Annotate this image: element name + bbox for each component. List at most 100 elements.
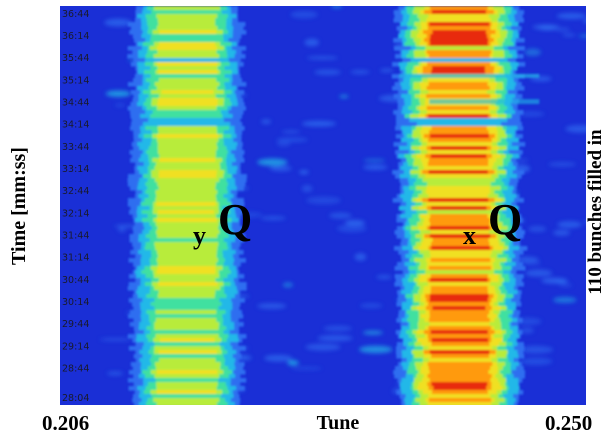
band-cell bbox=[430, 214, 488, 219]
annotation-qx: Q x bbox=[463, 195, 522, 250]
noise-speck bbox=[548, 162, 577, 167]
band-cell bbox=[426, 202, 492, 207]
band-cell bbox=[429, 358, 492, 363]
band-cell bbox=[429, 130, 489, 135]
band-cell bbox=[431, 242, 490, 247]
noise-speck bbox=[264, 354, 293, 362]
band-cell bbox=[429, 370, 489, 375]
noise-speck bbox=[331, 6, 343, 9]
tune-bands bbox=[127, 6, 540, 405]
band-cell bbox=[157, 182, 216, 187]
band-cell bbox=[429, 234, 491, 239]
x-tick-max: 0.250 bbox=[545, 411, 592, 433]
band-cell bbox=[156, 26, 218, 31]
band-cell bbox=[157, 62, 218, 67]
band-cell bbox=[157, 134, 218, 139]
y-tick-label: 33:14 bbox=[62, 164, 89, 175]
band-cell bbox=[429, 218, 490, 223]
noise-speck bbox=[583, 18, 586, 23]
y-tick-label: 28:04 bbox=[62, 393, 89, 404]
noise-speck bbox=[282, 282, 294, 288]
band-cell bbox=[431, 382, 488, 387]
noise-speck bbox=[261, 119, 272, 125]
band-cell bbox=[157, 370, 218, 375]
band-cell bbox=[428, 194, 488, 199]
noise-speck bbox=[339, 94, 349, 99]
band-cell bbox=[145, 58, 229, 63]
band-cell bbox=[426, 18, 492, 23]
noise-speck bbox=[565, 124, 586, 133]
band-cell bbox=[422, 178, 496, 183]
band-cell bbox=[429, 250, 492, 255]
noise-speck bbox=[555, 27, 570, 32]
noise-speck bbox=[557, 221, 582, 229]
band-cell bbox=[154, 342, 220, 347]
noise-speck bbox=[105, 90, 132, 97]
band-cell bbox=[426, 186, 490, 191]
y-tick-label: 33:44 bbox=[62, 142, 89, 153]
band-cell bbox=[157, 102, 218, 107]
noise-speck bbox=[276, 140, 291, 147]
band-cell bbox=[426, 94, 491, 99]
band-cell bbox=[157, 146, 218, 151]
band-cell bbox=[157, 266, 216, 271]
annotation-qy-subscript: y bbox=[193, 221, 206, 250]
band-cell bbox=[150, 330, 224, 335]
noise-speck bbox=[350, 69, 370, 75]
y-tick-label: 30:44 bbox=[62, 275, 89, 286]
band-cell bbox=[157, 138, 219, 143]
x-axis-title: Tune bbox=[317, 412, 360, 433]
noise-speck bbox=[553, 229, 571, 236]
band-cell bbox=[429, 134, 489, 139]
noise-speck bbox=[358, 345, 393, 354]
band-cell bbox=[430, 286, 488, 291]
band-cell bbox=[427, 334, 491, 339]
band-cell bbox=[150, 114, 223, 119]
band-cell bbox=[153, 54, 220, 59]
noise-speck bbox=[555, 279, 568, 285]
band-cell bbox=[425, 46, 494, 51]
band-cell bbox=[156, 194, 216, 199]
band-cell bbox=[427, 182, 491, 187]
band-cell bbox=[427, 78, 490, 83]
noise-speck bbox=[344, 219, 365, 226]
band-cell bbox=[157, 142, 217, 147]
annotation-qx-subscript: x bbox=[463, 221, 476, 250]
band-cell bbox=[161, 90, 214, 95]
noise-speck bbox=[114, 103, 126, 107]
band-cell bbox=[150, 74, 225, 79]
band-cell bbox=[429, 38, 489, 43]
band-cell bbox=[416, 122, 501, 127]
band-cell bbox=[428, 346, 493, 351]
band-cell bbox=[423, 166, 493, 171]
band-cell bbox=[429, 322, 490, 327]
band-cell bbox=[158, 174, 217, 179]
band-cell bbox=[428, 114, 489, 119]
band-cell bbox=[426, 86, 490, 91]
band-cell bbox=[155, 334, 219, 339]
band-cell bbox=[429, 378, 491, 383]
noise-speck bbox=[517, 345, 554, 354]
band-cell bbox=[427, 374, 492, 379]
band-cell bbox=[155, 378, 219, 383]
band-cell bbox=[154, 326, 219, 331]
noise-speck bbox=[578, 33, 586, 39]
band-cell bbox=[429, 294, 489, 299]
y-tick-label: 35:44 bbox=[62, 53, 89, 64]
band-cell bbox=[154, 6, 221, 11]
noise-speck bbox=[362, 164, 388, 170]
band-cell bbox=[430, 274, 488, 279]
band-cell bbox=[431, 206, 487, 211]
noise-speck bbox=[301, 120, 337, 127]
right-side-label: 110 bunches filled in bbox=[585, 129, 606, 295]
band-cell bbox=[158, 170, 217, 175]
band-cell bbox=[433, 386, 487, 391]
noise-speck bbox=[559, 283, 573, 288]
band-cell bbox=[431, 70, 486, 75]
noise-speck bbox=[299, 170, 309, 175]
band-cell bbox=[430, 34, 488, 39]
y-tick-label: 35:14 bbox=[62, 75, 89, 86]
band-cell bbox=[430, 230, 490, 235]
band-cell bbox=[427, 262, 493, 267]
band-cell bbox=[158, 22, 216, 27]
